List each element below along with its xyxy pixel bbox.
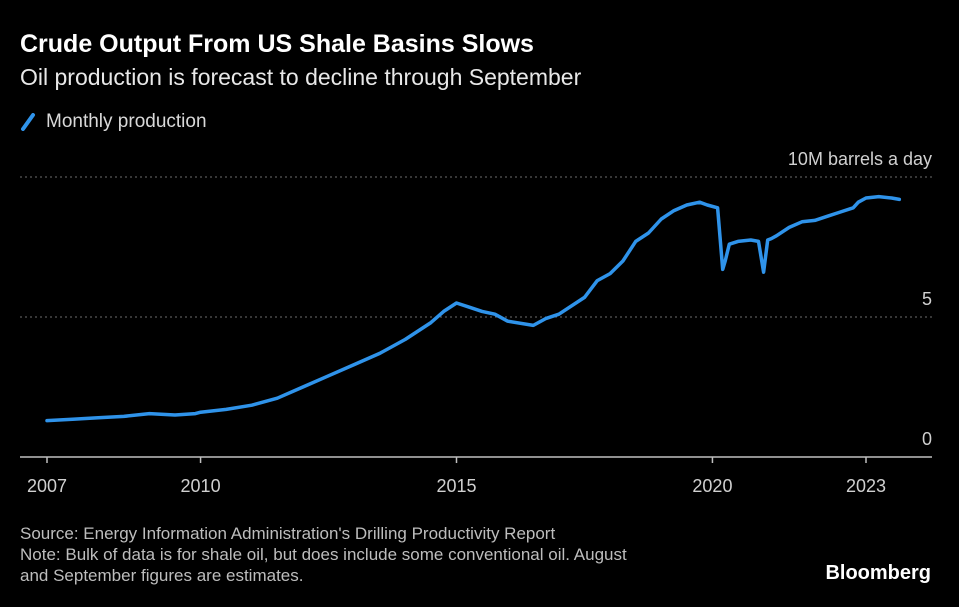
legend: Monthly production bbox=[20, 111, 207, 133]
bloomberg-logo: Bloomberg bbox=[825, 562, 931, 584]
x-tick-label-2023: 2023 bbox=[846, 476, 886, 496]
footnote-line-1: Note: Bulk of data is for shale oil, but… bbox=[20, 545, 627, 564]
y-tick-label-0: 0 bbox=[922, 429, 932, 449]
x-tick-label-2007: 2007 bbox=[27, 476, 67, 496]
legend-label: Monthly production bbox=[46, 111, 207, 132]
x-tick-label-2015: 2015 bbox=[436, 476, 476, 496]
x-tick-label-2020: 2020 bbox=[692, 476, 732, 496]
footnote-line-2: and September figures are estimates. bbox=[20, 566, 304, 585]
y-tick-label-5: 5 bbox=[922, 289, 932, 309]
legend-line-icon bbox=[21, 113, 35, 131]
chart-title: Crude Output From US Shale Basins Slows bbox=[20, 30, 534, 58]
x-tick-label-2010: 2010 bbox=[181, 476, 221, 496]
source-note: Source: Energy Information Administratio… bbox=[20, 524, 556, 543]
series-line-monthly-production bbox=[45, 194, 902, 423]
y-tick-label-10: 10M barrels a day bbox=[788, 149, 932, 169]
chart-subtitle: Oil production is forecast to decline th… bbox=[20, 64, 582, 90]
footer-notes: Source: Energy Information Administratio… bbox=[20, 523, 800, 586]
